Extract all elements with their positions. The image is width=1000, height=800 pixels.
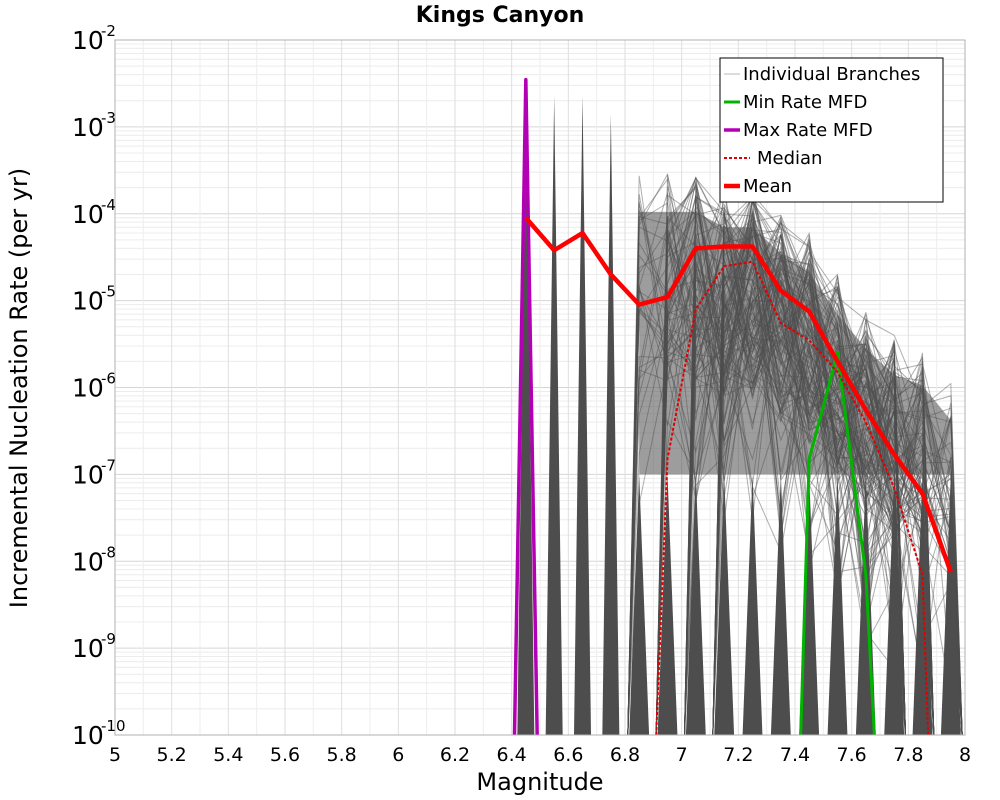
individual-branches: [517, 92, 963, 736]
y-tick-label: 10: [72, 721, 104, 750]
legend-label: Median: [757, 148, 822, 169]
branch-wedge: [657, 474, 678, 735]
y-tick-exponent: -10: [101, 717, 126, 735]
y-tick-exponent: -9: [101, 630, 116, 648]
x-tick-label: 8: [959, 744, 971, 766]
series-min-rate-mfd: [799, 351, 876, 736]
branch-spike: [574, 95, 591, 736]
y-tick-exponent: -5: [101, 283, 116, 301]
y-tick-label: 10: [72, 547, 104, 576]
x-tick-label: 6.4: [497, 744, 527, 766]
chart-title: Kings Canyon: [416, 3, 585, 28]
y-tick-label: 10: [72, 460, 104, 489]
y-axis-label: Incremental Nucleation Rate (per yr): [5, 168, 33, 608]
x-tick-label: 6: [392, 744, 404, 766]
branch-wedge: [827, 474, 848, 735]
x-tick-label: 7: [676, 744, 688, 766]
y-tick-label: 10: [72, 200, 104, 229]
x-tick-label: 5.8: [327, 744, 357, 766]
branch-wedge: [742, 474, 763, 735]
branch-wedge: [912, 474, 933, 735]
y-tick-exponent: -2: [101, 22, 116, 40]
y-tick-exponent: -3: [101, 109, 116, 127]
y-tick-label: 10: [72, 374, 104, 403]
branch-wedge: [714, 474, 735, 735]
branch-wedge: [770, 474, 791, 735]
branch-wedge: [940, 474, 961, 735]
branch-wedge: [799, 474, 820, 735]
x-tick-label: 6.6: [553, 744, 583, 766]
x-tick-label: 7.8: [893, 744, 923, 766]
branch-wedge: [629, 474, 650, 735]
x-axis-label: Magnitude: [476, 768, 603, 796]
x-tick-labels: 5 5.2 5.4 5.6 5.8 6 6.2 6.4 6.6 6.8 7 7.2 7.4 7.6 7.8 8: [109, 744, 971, 766]
branch-spike: [517, 92, 535, 736]
y-tick-exponent: -4: [101, 196, 116, 214]
branch-wedge: [884, 474, 905, 735]
legend-label: Mean: [743, 176, 792, 197]
legend: Individual Branches Min Rate MFD Max Rate …: [719, 57, 944, 203]
branch-wedge: [685, 474, 706, 735]
y-tick-label: 10: [72, 287, 104, 316]
y-tick-exponent: -6: [101, 370, 116, 388]
y-tick-label: 10: [72, 26, 104, 55]
x-tick-label: 7.4: [780, 744, 810, 766]
y-tick-label: 10: [72, 113, 104, 142]
x-tick-label: 6.2: [440, 744, 470, 766]
x-tick-label: 5.2: [157, 744, 187, 766]
x-tick-label: 5.6: [270, 744, 300, 766]
legend-box: [719, 57, 944, 203]
series-median: [655, 260, 930, 736]
x-tick-label: 7.2: [723, 744, 753, 766]
series-max-rate-mfd: [512, 77, 539, 736]
legend-label: Min Rate MFD: [743, 92, 867, 113]
legend-label: Individual Branches: [743, 64, 920, 85]
branch-spike: [545, 95, 563, 736]
y-tick-exponent: -7: [101, 456, 116, 474]
x-tick-label: 5.4: [213, 744, 243, 766]
legend-label: Max Rate MFD: [743, 120, 873, 141]
plot-frame: [114, 39, 966, 736]
x-tick-label: 7.6: [837, 744, 867, 766]
series-mean: [524, 216, 953, 573]
x-tick-label: 5: [109, 744, 121, 766]
branch-spike: [602, 114, 620, 736]
y-tick-label: 10: [72, 634, 104, 663]
x-tick-label: 6.8: [610, 744, 640, 766]
y-tick-exponent: -8: [101, 543, 116, 561]
summary-lines: [512, 77, 953, 736]
